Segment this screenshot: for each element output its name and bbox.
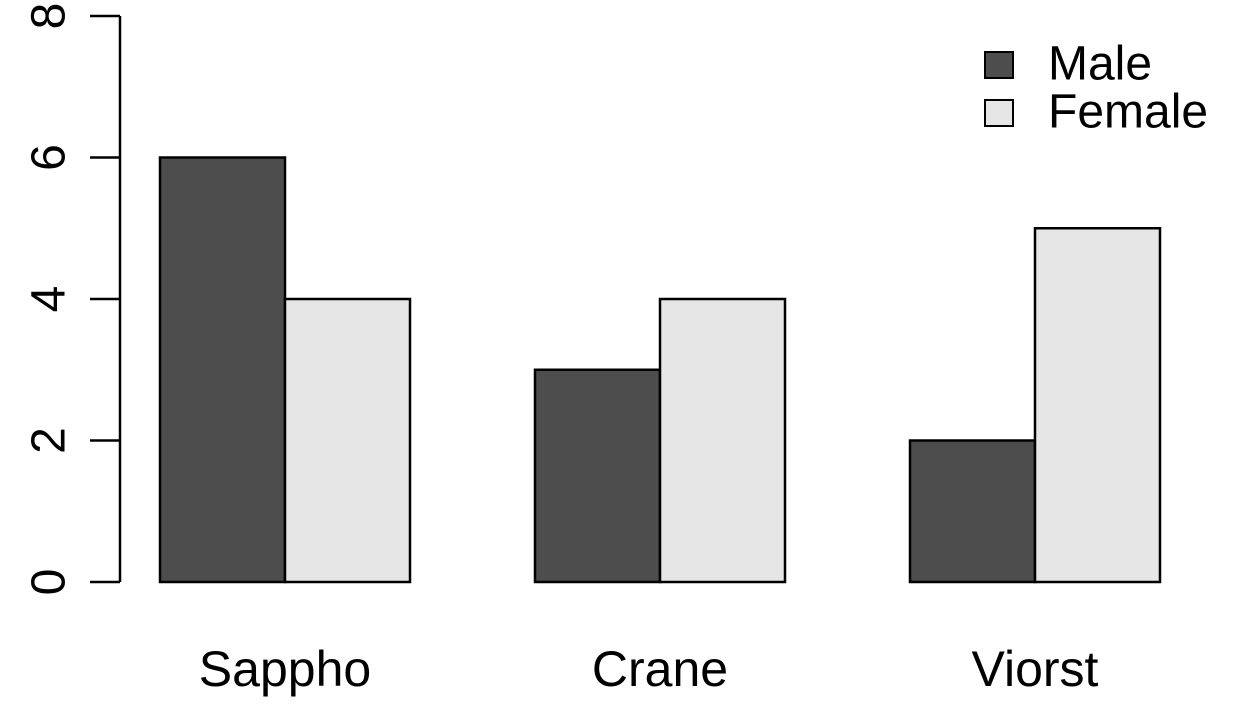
- bar: [283, 297, 412, 584]
- legend-label: Male: [1048, 38, 1152, 91]
- y-tick-label: 4: [23, 286, 76, 313]
- bar: [908, 439, 1037, 584]
- y-tick-label: 0: [23, 569, 76, 596]
- legend-swatch: [984, 51, 1014, 79]
- y-tick-label: 2: [23, 427, 76, 454]
- bar: [1033, 227, 1162, 584]
- y-tick-label: 8: [23, 3, 76, 30]
- legend-swatch: [984, 99, 1014, 127]
- x-tick-label: Viorst: [972, 641, 1099, 697]
- bar: [158, 156, 287, 584]
- legend-label: Female: [1048, 86, 1208, 139]
- x-tick-label: Sappho: [199, 641, 371, 697]
- y-tick-label: 6: [23, 144, 76, 171]
- bar: [533, 368, 662, 584]
- x-tick-label: Crane: [592, 641, 728, 697]
- bar: [658, 297, 787, 584]
